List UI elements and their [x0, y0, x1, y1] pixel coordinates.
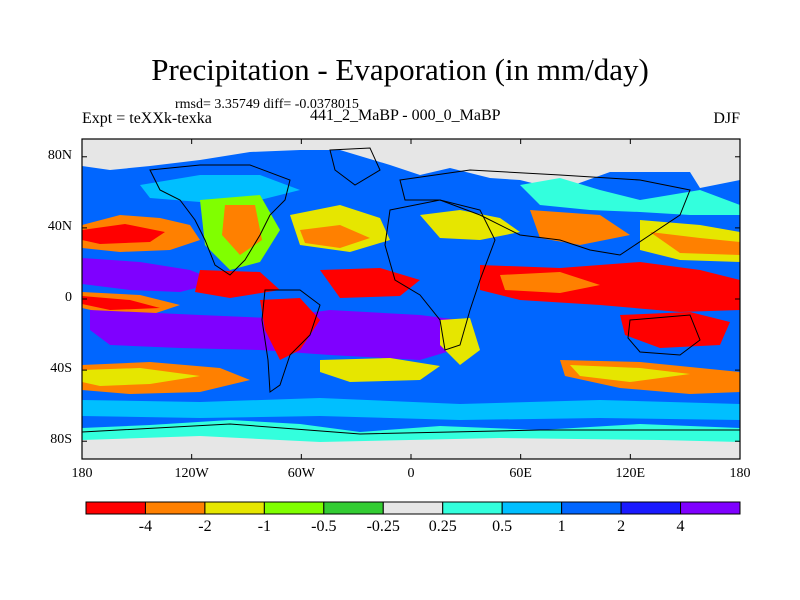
x-tick-label: 120W	[174, 466, 209, 481]
spac-red	[82, 296, 160, 310]
colorbar	[85, 501, 741, 515]
satl-yellow	[320, 358, 440, 382]
x-tick-label: 60E	[509, 466, 532, 481]
arctic-region	[82, 139, 740, 190]
asia-orange	[530, 210, 630, 245]
south-america-outline	[261, 289, 321, 393]
colorbar-swatch	[561, 501, 622, 515]
colorbar-label: -1	[257, 518, 272, 535]
colorbar-label: 0.25	[428, 518, 457, 535]
colorbar-label: 0.5	[492, 518, 513, 535]
experiment-label: Expt = teXXk-texka	[82, 110, 212, 127]
south-africa-yellow	[440, 318, 480, 365]
x-tick-label: 180	[729, 466, 751, 481]
stats-line: rmsd= 3.35749 diff= -0.0378015	[175, 97, 359, 112]
north-asia-cyan	[520, 178, 740, 215]
indian-orange	[500, 272, 600, 293]
y-tick-label: 80S	[50, 432, 72, 448]
colorbar-swatch	[85, 501, 146, 515]
central-america-red	[195, 270, 280, 298]
colorbar-label: -0.5	[311, 518, 337, 535]
spac-sub-yellow	[82, 368, 200, 386]
x-tick-label: 60W	[287, 466, 315, 481]
y-tick-label: 0	[65, 290, 72, 305]
greenland-outline	[329, 147, 381, 186]
x-tick-label: 120E	[615, 466, 646, 481]
antarctica-outline	[82, 423, 740, 435]
epac-purple	[82, 258, 220, 292]
colorbar-label: 1	[557, 518, 566, 535]
colorbar-swatch	[263, 501, 325, 515]
colorbar-label: 2	[617, 518, 626, 535]
colorbar-label: 4	[676, 518, 685, 535]
map-field	[82, 139, 740, 459]
eurasia-outline	[399, 169, 691, 256]
south-america-red	[260, 298, 320, 360]
africa-outline	[384, 199, 496, 351]
us-orange	[222, 205, 262, 255]
natl-orange	[300, 225, 370, 248]
continent-outlines	[82, 147, 740, 435]
colorbar-swatch	[144, 501, 206, 515]
colorbar-swatch	[680, 501, 741, 515]
colorbar-swatch	[501, 501, 563, 515]
axis-ticks	[81, 139, 741, 459]
season-label: DJF	[713, 110, 740, 127]
y-tick-label: 80N	[47, 147, 72, 163]
australia-red	[620, 312, 730, 348]
colorbar-label: -4	[138, 518, 153, 535]
cases-label: 441_2_MaBP - 000_0_MaBP	[310, 107, 501, 124]
colorbar-label: -2	[198, 518, 212, 535]
north-america-outline	[149, 164, 291, 276]
colorbar-swatch	[323, 501, 384, 515]
australia-outline	[627, 314, 701, 356]
y-tick-label: 40S	[50, 361, 72, 377]
x-tick-label: 180	[71, 466, 93, 481]
npac-band-red	[82, 224, 165, 244]
colorbar-label: -0.25	[366, 518, 400, 535]
sind-yellow	[570, 365, 690, 382]
sahara-yellow	[420, 210, 520, 240]
colorbar-swatch	[382, 501, 444, 515]
antarctica-gray	[82, 436, 740, 459]
x-tick-label: 0	[407, 466, 415, 481]
atl-eq-red	[320, 268, 420, 298]
y-tick-label: 40N	[47, 218, 72, 234]
plot-title: Precipitation - Evaporation (in mm/day)	[151, 52, 649, 87]
colorbar-swatch	[620, 501, 682, 515]
colorbar-swatch	[204, 501, 265, 515]
colorbar-swatch	[442, 501, 503, 515]
southern-ocean-band	[82, 398, 740, 420]
wpac-orange	[650, 232, 740, 255]
